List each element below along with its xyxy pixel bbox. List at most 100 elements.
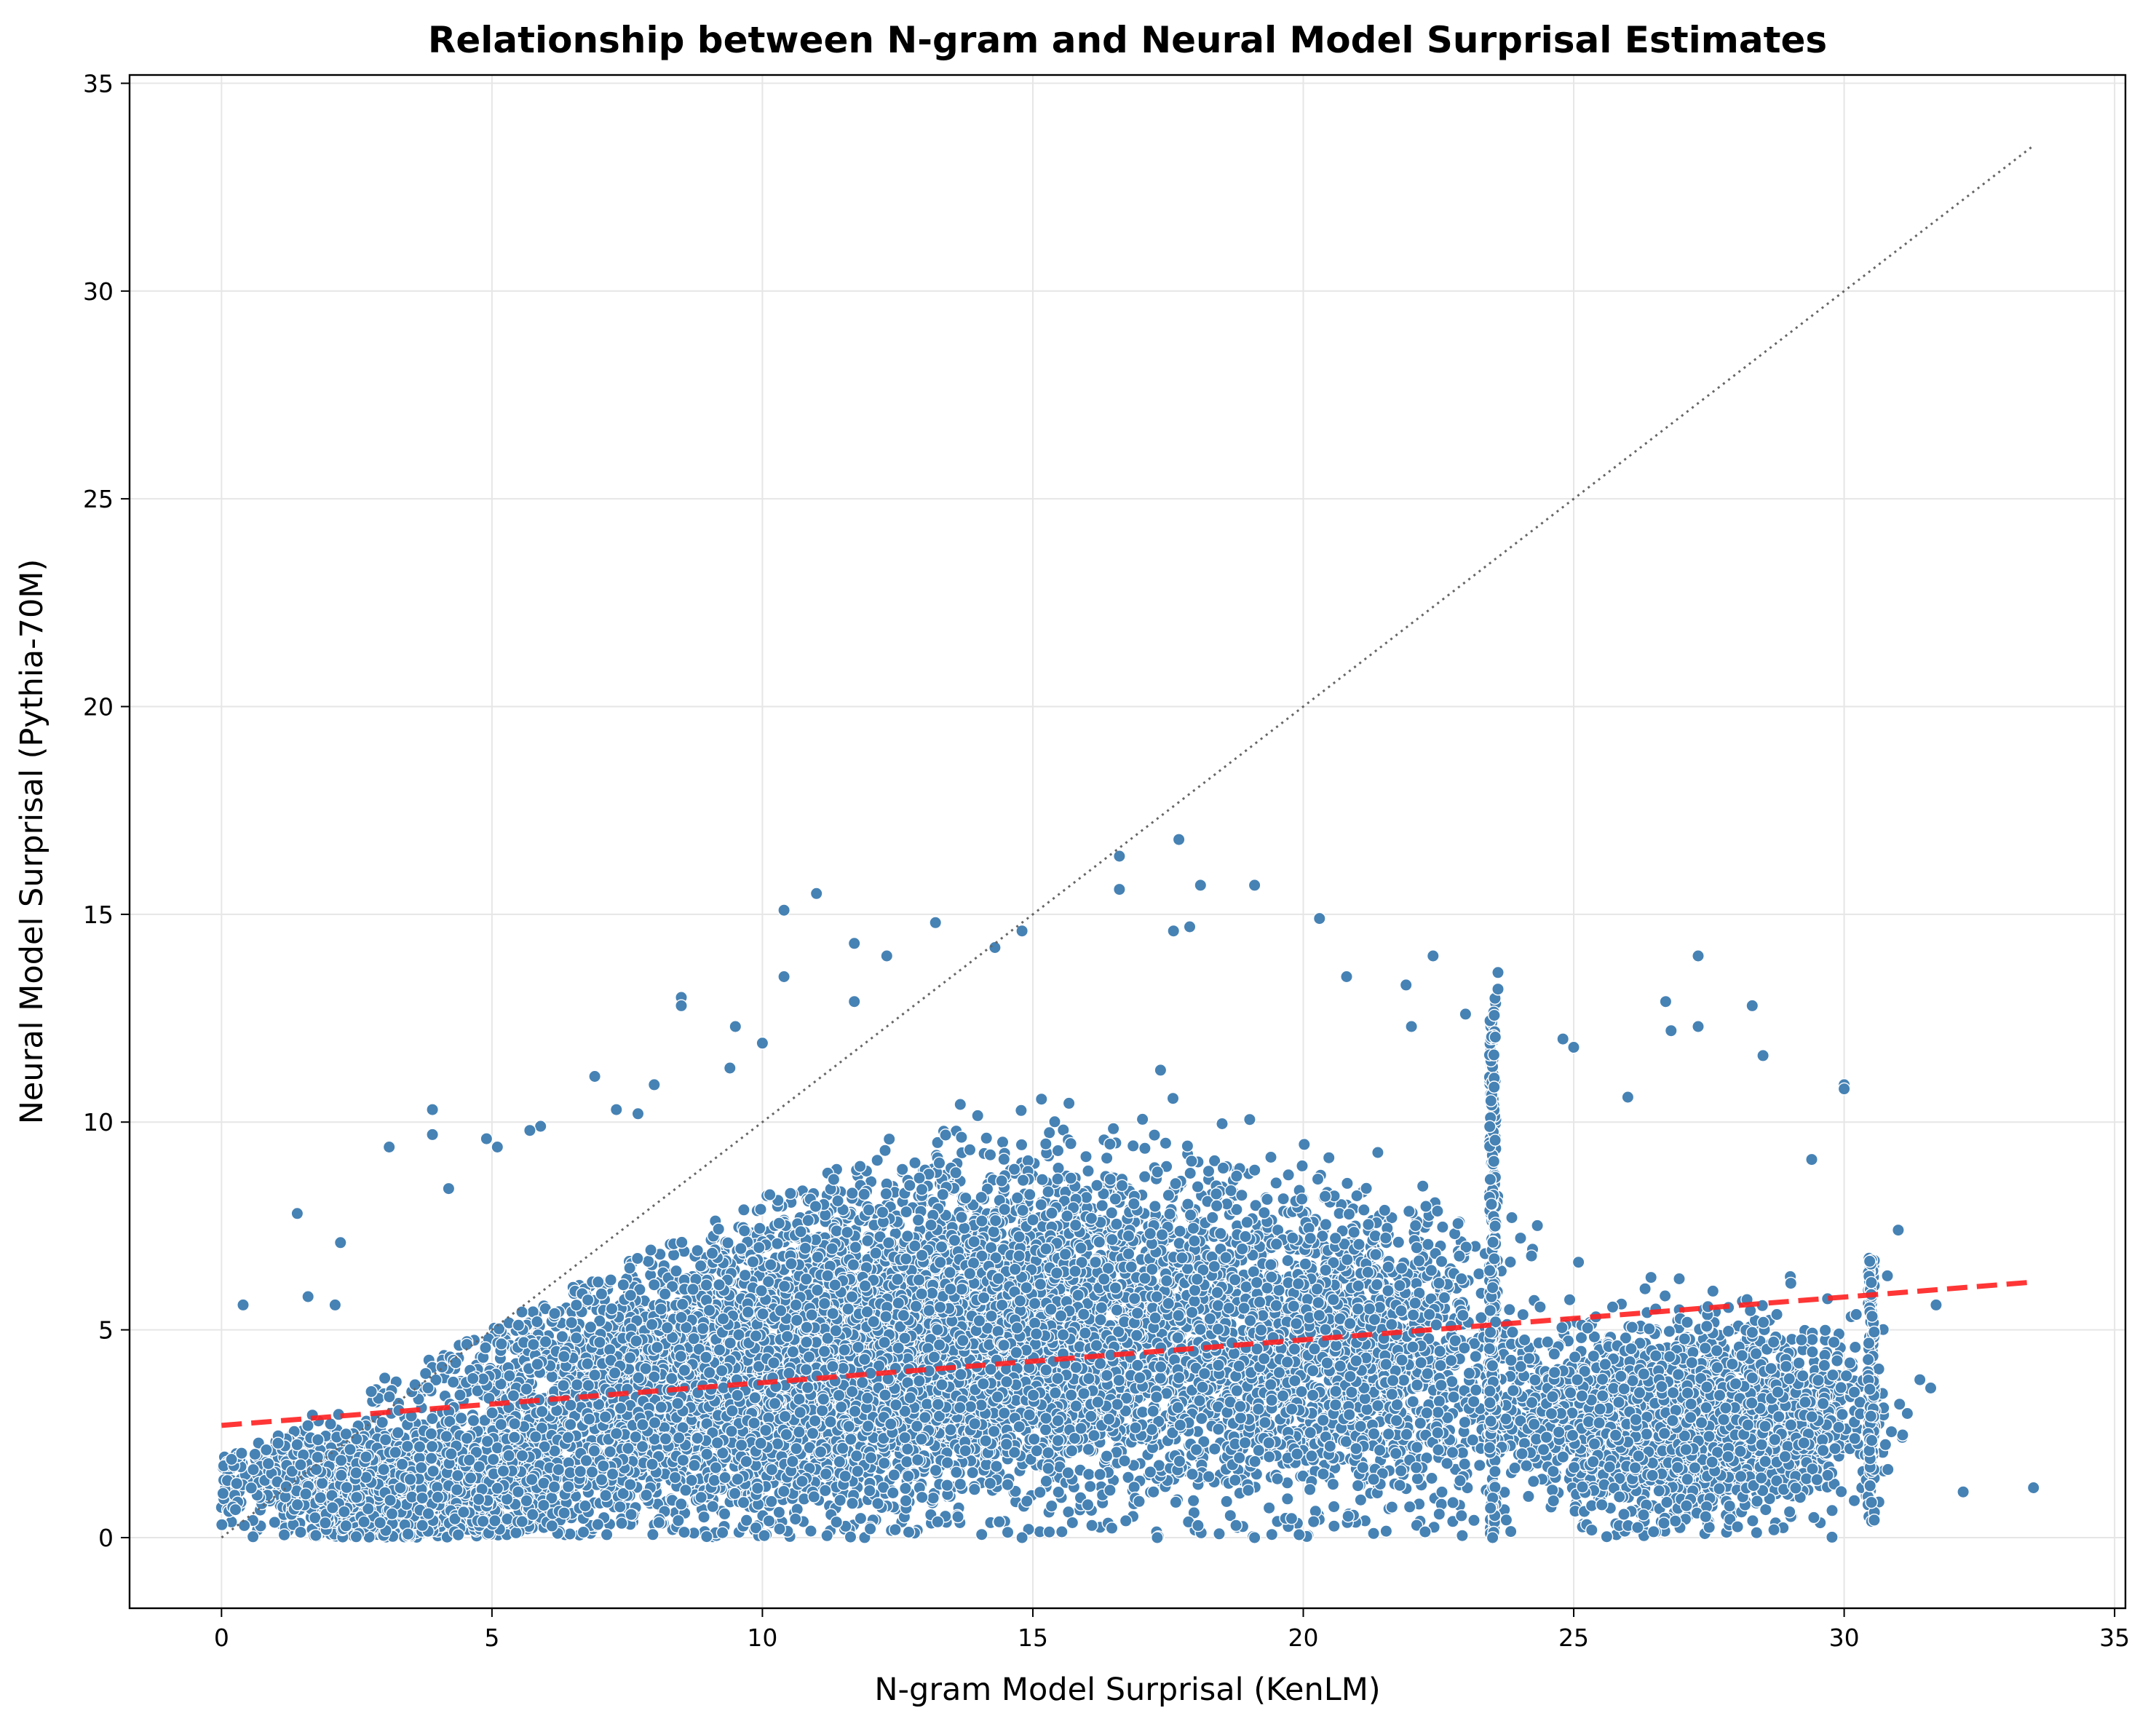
- scatter-point: [956, 1131, 967, 1143]
- scatter-point: [1042, 1186, 1054, 1198]
- scatter-point: [1231, 1170, 1243, 1182]
- scatter-point: [972, 1110, 983, 1121]
- scatter-point: [1189, 1235, 1200, 1246]
- scatter-point: [649, 1279, 660, 1291]
- scatter-point: [1144, 1466, 1156, 1478]
- scatter-point: [969, 1484, 980, 1495]
- scatter-point: [1125, 1261, 1137, 1273]
- scatter-point: [1174, 1225, 1186, 1237]
- scatter-point: [1080, 1192, 1092, 1203]
- scatter-point: [1127, 1140, 1139, 1152]
- scatter-point: [1101, 1450, 1112, 1462]
- scatter-point: [1070, 1400, 1082, 1412]
- scatter-point: [772, 1238, 783, 1249]
- scatter-point: [1106, 1233, 1118, 1245]
- scatter-point: [1059, 1249, 1071, 1260]
- scatter-point: [1082, 1499, 1093, 1511]
- scatter-point: [1091, 1179, 1103, 1191]
- scatter-point: [831, 1225, 842, 1237]
- scatter-point: [1075, 1242, 1087, 1254]
- scatter-point: [1104, 1484, 1116, 1496]
- scatter-point: [1046, 1500, 1058, 1511]
- scatter-point: [1386, 1501, 1398, 1513]
- scatter-point: [1119, 1455, 1130, 1466]
- scatter-point: [1149, 1129, 1160, 1141]
- scatter-point: [764, 1189, 775, 1201]
- scatter-point: [1328, 1520, 1340, 1532]
- scatter-point: [1034, 1487, 1046, 1498]
- scatter-point: [863, 1204, 874, 1216]
- scatter-point: [645, 1244, 657, 1256]
- scatter-point: [1062, 1467, 1074, 1479]
- scatter-point: [802, 1214, 814, 1226]
- scatter-point: [1049, 1116, 1061, 1128]
- scatter-point: [1248, 1266, 1259, 1278]
- scatter-point: [785, 1187, 796, 1199]
- scatter-point: [1261, 1193, 1273, 1205]
- scatter-point: [1152, 1166, 1163, 1178]
- scatter-point: [1002, 1527, 1013, 1538]
- scatter-point: [1017, 1204, 1029, 1216]
- scatter-point: [643, 1255, 654, 1267]
- scatter-point: [1034, 1278, 1046, 1290]
- scatter-point: [1216, 1118, 1228, 1129]
- scatter-point: [1164, 1208, 1176, 1219]
- scatter-point: [832, 1195, 844, 1206]
- scatter-point: [1104, 1174, 1116, 1185]
- scatter-point: [1139, 1171, 1151, 1182]
- scatter-point: [964, 1144, 975, 1155]
- scatter-point: [1417, 1180, 1429, 1192]
- scatter-point: [1052, 1173, 1063, 1185]
- scatter-point: [1187, 1222, 1199, 1234]
- scatter-point: [1149, 1312, 1161, 1324]
- scatter-point: [1170, 1496, 1181, 1508]
- scatter-point: [695, 1260, 707, 1272]
- scatter-point: [1299, 1139, 1310, 1150]
- scatter-point: [1410, 1219, 1422, 1231]
- scatter-point: [1237, 1243, 1248, 1254]
- scatter-point: [1102, 1262, 1114, 1274]
- scatter-point: [954, 1099, 966, 1110]
- scatter-point: [1036, 1094, 1047, 1105]
- scatter-point: [1531, 1219, 1543, 1231]
- scatter-point: [1109, 1193, 1121, 1205]
- scatter-point: [984, 1149, 996, 1160]
- scatter-point: [916, 1184, 927, 1195]
- scatter-point: [1070, 1219, 1082, 1231]
- scatter-point: [691, 1245, 703, 1257]
- scatter-point: [1012, 1192, 1023, 1203]
- scatter-point: [1283, 1169, 1294, 1181]
- scatter-point: [1015, 1104, 1027, 1116]
- scatter-point: [755, 1203, 766, 1215]
- scatter-point: [879, 1144, 891, 1156]
- scatter-point: [1093, 1236, 1105, 1248]
- scatter-point: [1082, 1165, 1094, 1177]
- scatter-point: [1210, 1188, 1222, 1200]
- scatter-point: [1504, 1304, 1515, 1316]
- scatter-point: [976, 1215, 988, 1227]
- scatter-point: [1128, 1482, 1140, 1493]
- scatter-point: [849, 1241, 861, 1253]
- scatter-point: [1213, 1528, 1225, 1540]
- scatter-point: [1187, 1495, 1199, 1506]
- scatter-point: [870, 1247, 881, 1259]
- scatter-point: [1040, 1138, 1052, 1150]
- scatter-point: [1053, 1162, 1064, 1174]
- scatter-point: [912, 1214, 924, 1226]
- scatter-point: [1372, 1147, 1384, 1158]
- scatter-point: [871, 1155, 883, 1166]
- scatter-point: [847, 1187, 858, 1199]
- scatter-point: [1120, 1515, 1132, 1527]
- scatter-point: [667, 1249, 679, 1261]
- scatter-point: [1056, 1526, 1068, 1538]
- scatter-point: [1156, 1229, 1168, 1241]
- scatter-point: [1122, 1230, 1134, 1241]
- scatter-point: [1341, 1177, 1353, 1189]
- scatter-point: [909, 1157, 921, 1169]
- scatter-point: [1083, 1468, 1095, 1480]
- scatter-point: [1136, 1113, 1148, 1125]
- scatter-point: [1270, 1177, 1282, 1189]
- scatter-point: [1063, 1097, 1074, 1109]
- scatter-point: [1082, 1444, 1094, 1455]
